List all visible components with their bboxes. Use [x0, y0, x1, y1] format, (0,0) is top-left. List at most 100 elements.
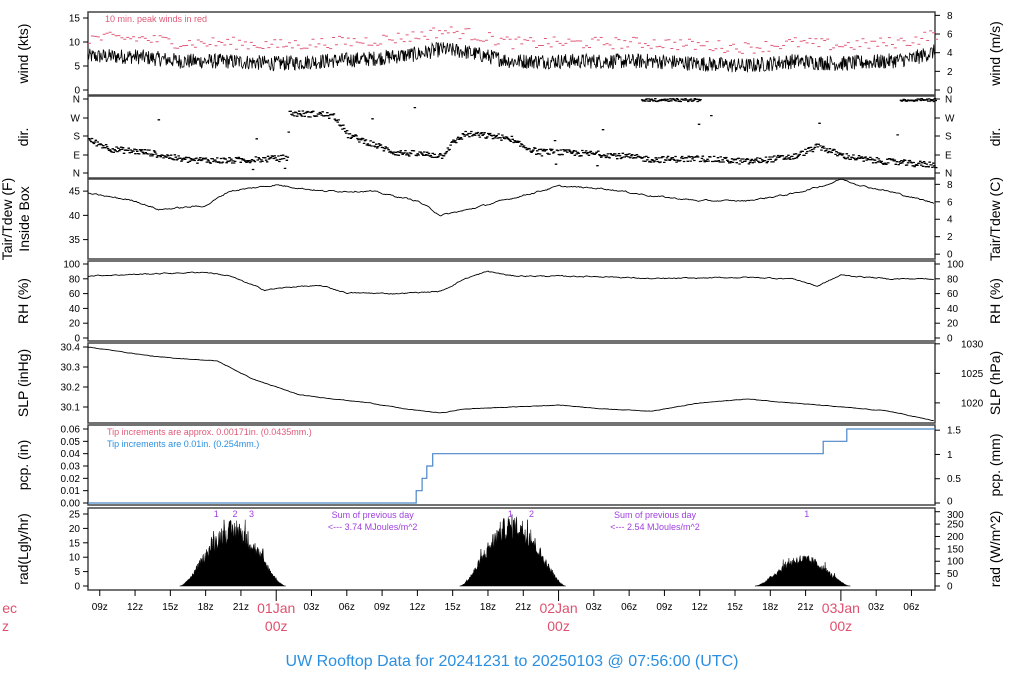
temp-series-line — [87, 178, 935, 217]
rad-marker: 1 — [804, 509, 809, 519]
rad-ylabel-right: rad (W/m^2) — [987, 511, 1003, 588]
rad-tick-label-right: 0 — [947, 582, 953, 593]
rad-marker: 2 — [529, 509, 534, 519]
rad-tick-label: 10 — [69, 553, 81, 564]
temp-tick-label-right: 4 — [947, 215, 953, 226]
pcp-tick-label-right: 1 — [947, 450, 953, 461]
dir-tick-label: S — [73, 132, 80, 143]
temp-ylabel: Tair/Tdew (F) — [0, 178, 15, 260]
temp-tick-label: 35 — [69, 235, 81, 246]
time-tick-label: 21z — [233, 602, 249, 613]
rad-tick-label: 20 — [69, 524, 81, 535]
wind-tick-label-right: 8 — [947, 11, 953, 22]
slp-ylabel: SLP (inHg) — [15, 349, 31, 417]
wind-tick-label: 10 — [69, 38, 81, 49]
wind-tick-label: 0 — [74, 86, 80, 97]
rad-marker: 1 — [508, 509, 513, 519]
rad-marker: 3 — [249, 509, 254, 519]
wind-tick-label-right: 6 — [947, 30, 953, 41]
pcp-tick-label: 0.06 — [61, 425, 81, 436]
dir-ylabel-right: dir. — [987, 128, 1003, 147]
rh-tick-label-right: 80 — [947, 274, 959, 285]
wind-tick-label: 15 — [69, 14, 81, 25]
rad-tick-label-right: 300 — [947, 510, 964, 521]
day-label: 03Jan — [822, 600, 860, 616]
rh-plot-frame — [87, 260, 936, 342]
rad-tick-label: 15 — [69, 538, 81, 549]
rh-tick-label-right: 60 — [947, 289, 959, 300]
slp-tick-label: 30.2 — [61, 383, 81, 394]
radiation-day-1 — [179, 519, 286, 587]
precip-series-line — [88, 428, 935, 504]
rad-sum-line2: <--- 2.54 MJoules/m^2 — [610, 522, 700, 532]
radiation-day-2 — [459, 514, 566, 587]
pcp-tick-label: 0.01 — [61, 486, 81, 497]
time-tick-label: 15z — [727, 602, 743, 613]
temp-tick-label-right: 8 — [947, 180, 953, 191]
slp-tick-label-right: 1020 — [961, 398, 984, 409]
peak-wind-marks — [88, 26, 938, 54]
rh-ylabel: RH (%) — [15, 278, 31, 324]
wind-tick-label-right: 2 — [947, 67, 953, 78]
rh-ylabel-right: RH (%) — [987, 278, 1003, 324]
slp-plot-frame — [87, 342, 936, 424]
rh-tick-label: 40 — [69, 304, 81, 315]
pcp-ylabel-right: pcp. (mm) — [987, 434, 1003, 497]
pcp-ylabel: pcp. (in) — [15, 440, 31, 491]
rh-tick-label-right: 40 — [947, 304, 959, 315]
rad-tick-label-right: 50 — [947, 569, 959, 580]
time-tick-label: 03z — [303, 602, 319, 613]
day-label: 02Jan — [539, 600, 577, 616]
pcp-annotation-increments: Tip increments are 0.01in. (0.254mm.) — [107, 439, 259, 449]
pcp-tick-label: 0.02 — [61, 474, 81, 485]
dir-tick-label: W — [71, 114, 81, 125]
dir-tick-label: E — [73, 151, 80, 162]
time-tick-label: 15z — [445, 602, 461, 613]
rh-tick-label: 60 — [69, 289, 81, 300]
temp-tick-label-right: 2 — [947, 232, 953, 243]
rad-tick-label: 5 — [74, 567, 80, 578]
slp-tick-label-right: 1030 — [961, 339, 984, 350]
day-label: ec — [2, 600, 17, 616]
temp-plot-frame — [87, 178, 936, 260]
dir-tick-label-right: W — [945, 114, 955, 125]
wind-series-line — [87, 41, 936, 73]
time-tick-label: 03z — [586, 602, 602, 613]
time-tick-label: 09z — [92, 602, 108, 613]
dir-tick-label: N — [73, 95, 80, 106]
rh-tick-label: 80 — [69, 274, 81, 285]
rad-tick-label: 0 — [74, 582, 80, 593]
rad-sum-line1: Sum of previous day — [614, 510, 697, 520]
day-hour-label: 00z — [830, 618, 853, 634]
dir-tick-label-right: S — [945, 132, 952, 143]
dir-ylabel: dir. — [15, 128, 31, 147]
temp-tick-label-right: 0 — [947, 250, 953, 261]
dir-tick-label-right: N — [945, 95, 952, 106]
time-tick-label: 09z — [656, 602, 672, 613]
time-tick-label: 18z — [198, 602, 214, 613]
pcp-tick-label-right: 0 — [947, 497, 953, 508]
wind-ylabel: wind (kts) — [15, 24, 31, 85]
slp-series-line — [87, 346, 934, 422]
temp-tick-label-right: 6 — [947, 197, 953, 208]
radiation-day-3 — [755, 555, 851, 587]
wind-tick-label: 5 — [74, 62, 80, 73]
rh-tick-label: 0 — [74, 334, 80, 345]
slp-ylabel-right: SLP (hPa) — [987, 351, 1003, 415]
rad-ylabel: rad(Lgly/hr) — [15, 513, 31, 585]
rad-sum-line2: <--- 3.74 MJoules/m^2 — [328, 522, 418, 532]
time-tick-label: 15z — [162, 602, 178, 613]
dir-tick-label: N — [73, 169, 80, 180]
temp-tick-label: 45 — [69, 187, 81, 198]
slp-tick-label: 30.3 — [61, 363, 81, 374]
rad-marker: 1 — [214, 509, 219, 519]
wind-tick-label-right: 4 — [947, 48, 953, 59]
time-tick-label: 12z — [409, 602, 425, 613]
rh-series-line — [87, 270, 934, 295]
time-tick-label: 09z — [374, 602, 390, 613]
time-tick-label: 18z — [480, 602, 496, 613]
pcp-plot-frame — [87, 424, 936, 506]
time-tick-label: 06z — [903, 602, 919, 613]
pcp-tick-label: 0.03 — [61, 462, 81, 473]
